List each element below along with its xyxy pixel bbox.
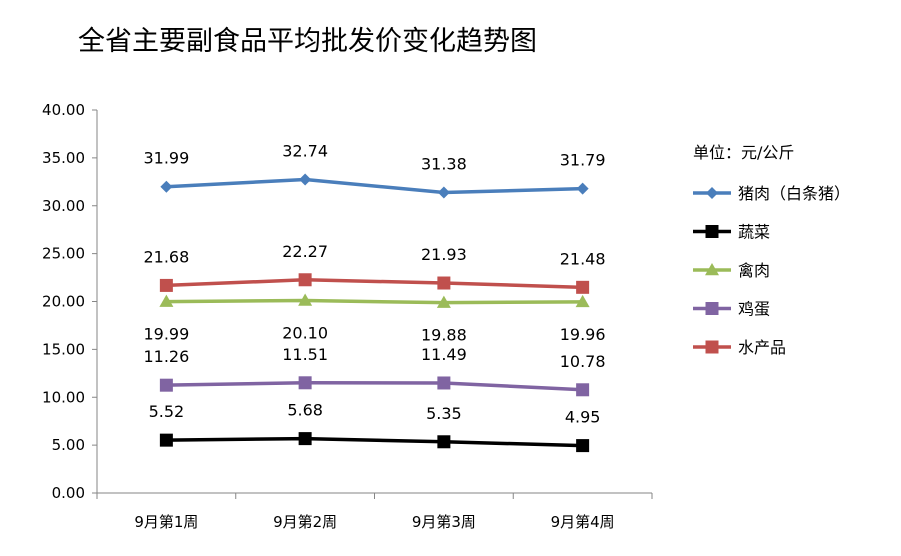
x-tick-label: 9月第4周 — [551, 513, 615, 531]
data-point-marker — [437, 376, 451, 390]
y-tick-label: 10.00 — [42, 388, 85, 406]
data-label: 31.79 — [560, 151, 606, 170]
series-line — [166, 436, 583, 448]
data-label: 10.78 — [560, 352, 606, 371]
legend-label: 水产品 — [738, 338, 786, 357]
data-point-marker — [298, 273, 312, 287]
data-point-marker — [159, 278, 173, 292]
data-label: 21.68 — [143, 247, 189, 266]
data-label: 31.99 — [143, 149, 189, 168]
data-label: 5.35 — [426, 404, 462, 423]
data-point-marker — [575, 294, 590, 308]
data-point-marker — [437, 435, 451, 449]
data-point-marker — [437, 186, 450, 199]
legend-label: 鸡蛋 — [738, 300, 770, 319]
data-point-marker — [159, 433, 173, 447]
series-line — [166, 298, 583, 305]
data-point-marker — [436, 295, 451, 308]
legend-item-0: 猪肉（白条猪） — [693, 184, 850, 203]
legend-swatch-marker — [705, 263, 719, 276]
legend-swatch-marker — [705, 340, 719, 354]
legend-swatch-marker — [705, 302, 719, 315]
data-label: 19.88 — [421, 326, 467, 345]
y-tick-label: 35.00 — [42, 149, 85, 167]
legend-item-4: 水产品 — [693, 338, 786, 357]
y-tick-label: 20.00 — [42, 293, 85, 311]
axes: 0.00 5.00 10.00 15.00 20.00 25.00 30.00 35.00 40… — [42, 101, 653, 531]
data-label: 5.68 — [287, 401, 323, 420]
data-label: 22.27 — [282, 242, 328, 261]
data-point-marker — [576, 182, 589, 195]
chart-title: 全省主要副食品平均批发价变化趋势图 — [78, 26, 537, 57]
series-1 — [159, 432, 590, 453]
legend-label: 猪肉（白条猪） — [738, 184, 850, 203]
data-point-marker — [576, 439, 590, 453]
data-label: 31.38 — [421, 155, 467, 174]
series-line — [166, 177, 583, 195]
series-line — [166, 278, 583, 290]
data-label: 4.95 — [565, 408, 601, 427]
data-point-marker — [298, 293, 313, 306]
legend-swatch-marker — [705, 225, 719, 238]
data-point-marker — [299, 173, 312, 186]
legend-label: 蔬菜 — [738, 223, 770, 242]
y-tick-label: 0.00 — [52, 484, 85, 502]
x-tick-label: 9月第3周 — [412, 513, 476, 531]
x-tick-label: 9月第1周 — [134, 513, 198, 531]
data-point-marker — [159, 294, 174, 307]
data-point-marker — [437, 276, 451, 290]
data-point-marker — [160, 180, 173, 193]
series-0 — [160, 173, 589, 199]
series-layer — [159, 173, 590, 453]
legend-swatch-marker — [706, 187, 718, 199]
series-4 — [159, 273, 590, 294]
data-label: 11.26 — [143, 347, 189, 366]
series-2 — [159, 293, 590, 308]
data-label: 21.48 — [560, 249, 606, 268]
y-tick-label: 5.00 — [52, 436, 85, 454]
data-point-marker — [576, 280, 590, 294]
data-label: 21.93 — [421, 245, 467, 264]
y-tick-label: 25.00 — [42, 245, 85, 263]
data-label: 19.96 — [560, 325, 606, 344]
legend-label: 禽肉 — [738, 261, 770, 280]
legend-item-2: 禽肉 — [693, 261, 770, 280]
y-tick-label: 30.00 — [42, 197, 85, 215]
data-label: 20.10 — [282, 324, 328, 343]
data-point-marker — [576, 383, 590, 397]
data-label: 19.99 — [143, 325, 189, 344]
data-labels: 31.99 32.74 31.38 31.79 5.52 5.68 5.35 4.95 19.9… — [143, 142, 605, 427]
data-point-marker — [298, 432, 312, 446]
legend-unit-label: 单位：元/公斤 — [693, 143, 794, 162]
data-point-marker — [298, 376, 312, 390]
y-tick-label: 15.00 — [42, 340, 85, 358]
y-tick-label: 40.00 — [42, 101, 85, 119]
data-label: 5.52 — [149, 402, 185, 421]
data-point-marker — [159, 378, 173, 392]
data-label: 11.51 — [282, 345, 328, 364]
legend-item-1: 蔬菜 — [693, 223, 770, 242]
legend-item-3: 鸡蛋 — [693, 300, 770, 319]
series-line — [166, 381, 583, 392]
data-label: 11.49 — [421, 345, 467, 364]
x-tick-label: 9月第2周 — [273, 513, 337, 531]
data-label: 32.74 — [282, 142, 328, 161]
series-3 — [159, 376, 590, 397]
